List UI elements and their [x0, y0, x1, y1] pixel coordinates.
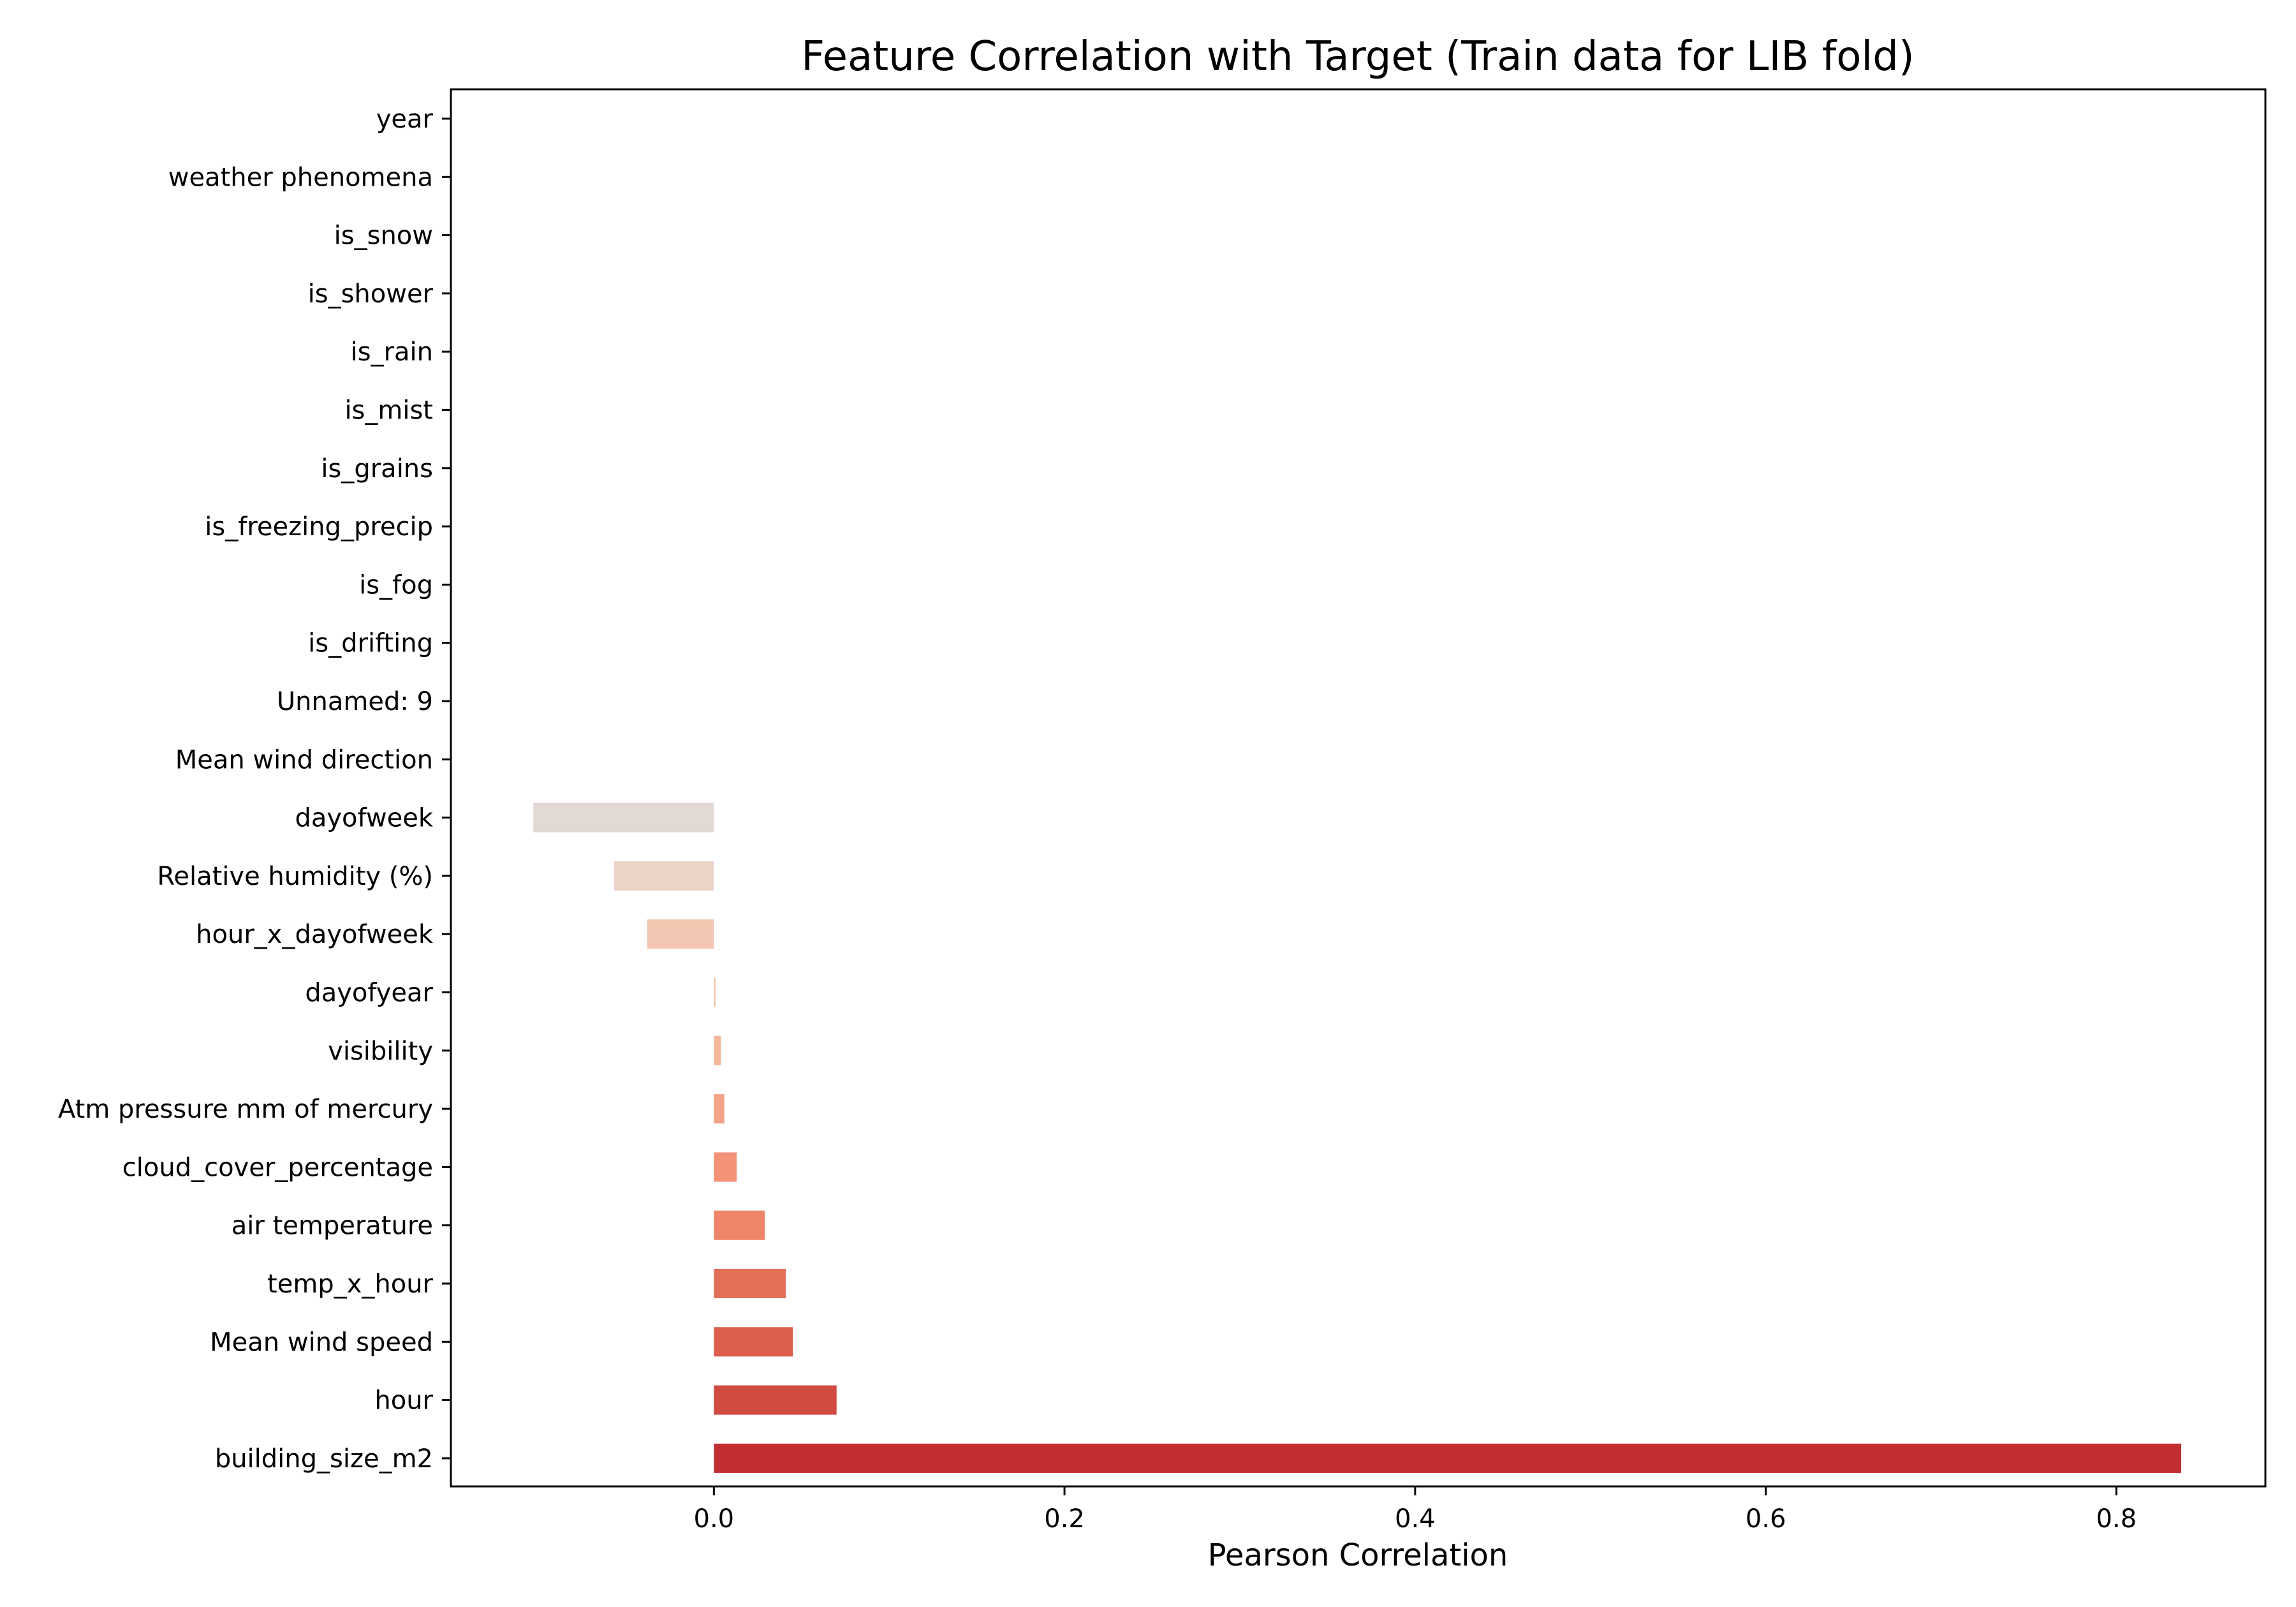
y-tick-label: is_drifting — [308, 629, 433, 658]
bar-mean-wind-speed — [714, 1327, 793, 1357]
y-tick-label: visibility — [328, 1037, 433, 1066]
y-tick-label: year — [376, 105, 434, 134]
y-tick-label: Mean wind direction — [175, 745, 433, 774]
y-tick-label: air temperature — [232, 1211, 433, 1241]
plot-area-frame — [450, 88, 2267, 1488]
y-tick-label: temp_x_hour — [267, 1270, 433, 1299]
y-tick-label: Unnamed: 9 — [277, 687, 433, 716]
y-tick-label: cloud_cover_percentage — [122, 1153, 433, 1182]
y-tick-label: dayofyear — [305, 979, 433, 1008]
y-tick-label: is_shower — [308, 279, 434, 309]
bar-dayofyear — [714, 977, 716, 1007]
bar-visibility — [714, 1035, 721, 1065]
bar-relative-humidity — [614, 861, 714, 891]
x-tick-label: 0.4 — [1395, 1504, 1436, 1534]
y-tick-label: is_freezing_precip — [205, 512, 433, 542]
x-tick-label: 0.6 — [1746, 1504, 1786, 1534]
x-tick-label: 0.2 — [1044, 1504, 1085, 1534]
y-tick-label: dayofweek — [295, 804, 433, 833]
y-tick-label: is_mist — [344, 396, 433, 426]
bar-hour — [714, 1385, 837, 1415]
y-tick-label: is_snow — [334, 221, 433, 251]
bar-temp-x-hour — [714, 1269, 786, 1298]
x-axis-label: Pearson Correlation — [1208, 1537, 1508, 1573]
x-tick-label: 0.0 — [694, 1504, 735, 1534]
bars-group — [533, 803, 2182, 1473]
x-tick-label: 0.8 — [2096, 1504, 2137, 1534]
chart-title: Feature Correlation with Target (Train d… — [801, 33, 1914, 80]
y-tick-label: Atm pressure mm of mercury — [58, 1095, 433, 1124]
y-tick-label: is_grains — [321, 454, 433, 484]
y-axis: year weather phenomena is_snow is_shower is_… — [58, 105, 451, 1474]
y-tick-label: hour — [374, 1386, 433, 1416]
y-tick-label: weather phenomena — [168, 163, 433, 192]
bar-atm-pressure-mm-of-mercury — [714, 1094, 725, 1124]
y-tick-label: is_fog — [359, 570, 433, 600]
bar-cloud-cover-percentage — [714, 1152, 737, 1182]
bar-air-temperature — [714, 1210, 765, 1240]
y-tick-label: Mean wind speed — [210, 1328, 433, 1357]
x-axis: 0.0 0.2 0.4 0.6 0.8 — [694, 1486, 2137, 1534]
y-tick-label: is_rain — [351, 337, 433, 367]
y-tick-label: hour_x_dayofweek — [196, 920, 434, 949]
bar-dayofweek — [533, 803, 714, 833]
bar-building-size-m2 — [714, 1443, 2182, 1473]
y-tick-label: Relative humidity (%) — [157, 862, 433, 891]
y-tick-label: building_size_m2 — [215, 1444, 433, 1474]
bar-hour-x-dayofweek — [647, 919, 714, 949]
